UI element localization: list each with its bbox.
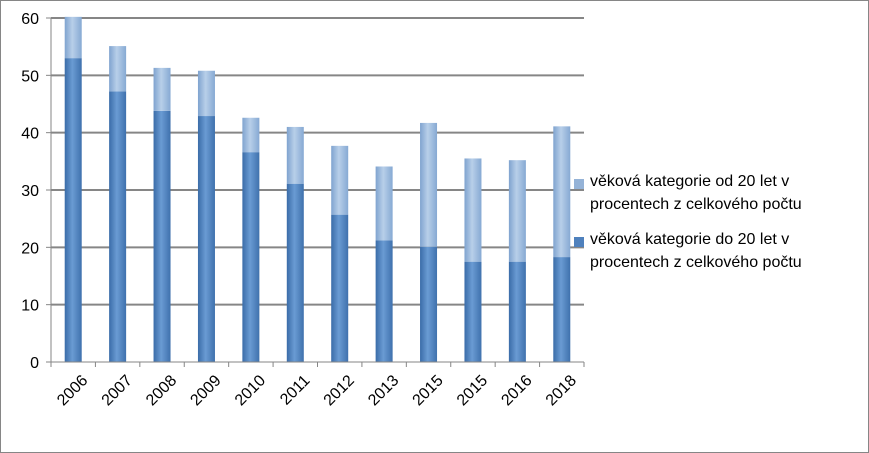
y-tick-label: 0 — [30, 355, 39, 372]
legend-item-lower: věková kategorie do 20 let v procentech … — [574, 228, 864, 274]
bar-segment-under-20 — [197, 116, 215, 362]
axes — [50, 18, 585, 367]
y-tick-label: 50 — [21, 68, 39, 85]
y-tick-label: 20 — [21, 240, 39, 257]
x-tick-label: 2009 — [187, 372, 224, 409]
x-tick-label: 2016 — [498, 372, 535, 409]
bar-segment-under-20 — [331, 214, 349, 362]
y-tick-label: 10 — [21, 298, 39, 315]
x-tick-label: 2015 — [410, 372, 447, 409]
legend-label-upper: věková kategorie od 20 let v procentech … — [590, 173, 802, 213]
bar-segment-under-20 — [64, 58, 82, 363]
bar-segment-under-20 — [508, 261, 526, 362]
bar-segment-under-20 — [109, 91, 127, 363]
bar-segment-over-20 — [464, 158, 482, 262]
bar-segment-over-20 — [109, 46, 127, 92]
legend-swatch-lower — [574, 237, 584, 247]
x-tick-label: 2015 — [454, 372, 491, 409]
bar-segment-under-20 — [553, 257, 571, 362]
bar-segment-over-20 — [153, 67, 171, 111]
bar-segment-under-20 — [375, 240, 393, 362]
gridlines — [51, 17, 584, 306]
x-axis-tick-labels: 2006 2007 2008 2009 2010 2011 2012 2013 2015 2015… — [54, 372, 580, 409]
bar-segment-under-20 — [153, 110, 171, 362]
bar-segment-over-20 — [64, 16, 82, 59]
x-tick-label: 2012 — [321, 372, 358, 409]
bar-segment-over-20 — [553, 126, 571, 258]
x-tick-label: 2011 — [277, 372, 313, 408]
x-tick-label: 2006 — [54, 372, 91, 409]
legend-swatch-upper — [574, 179, 584, 189]
x-tick-label: 2018 — [543, 372, 580, 409]
bar-segment-under-20 — [286, 183, 304, 362]
legend-item-upper: věková kategorie od 20 let v procentech … — [574, 170, 864, 216]
legend-label-lower: věková kategorie do 20 let v procentech … — [590, 231, 802, 271]
x-tick-label: 2013 — [365, 372, 402, 409]
bar-segment-over-20 — [286, 126, 304, 184]
bar-segment-over-20 — [197, 70, 215, 117]
bar-segment-under-20 — [420, 246, 438, 362]
bar-segment-over-20 — [375, 166, 393, 241]
bar-segment-under-20 — [242, 152, 260, 362]
bar-segment-under-20 — [464, 261, 482, 362]
y-tick-label: 60 — [21, 11, 39, 28]
bar-segment-over-20 — [420, 122, 438, 247]
bars — [64, 16, 571, 363]
legend: věková kategorie od 20 let v procentech … — [574, 170, 864, 286]
x-tick-label: 2010 — [232, 372, 269, 409]
bar-segment-over-20 — [242, 117, 260, 153]
y-tick-label: 30 — [21, 183, 39, 200]
bar-segment-over-20 — [508, 160, 526, 262]
bar-segment-over-20 — [331, 145, 349, 215]
y-tick-label: 40 — [21, 126, 39, 143]
x-tick-label: 2008 — [143, 372, 180, 409]
x-tick-label: 2007 — [99, 372, 136, 409]
y-axis-tick-labels: 0 10 20 30 40 50 60 — [21, 11, 51, 372]
